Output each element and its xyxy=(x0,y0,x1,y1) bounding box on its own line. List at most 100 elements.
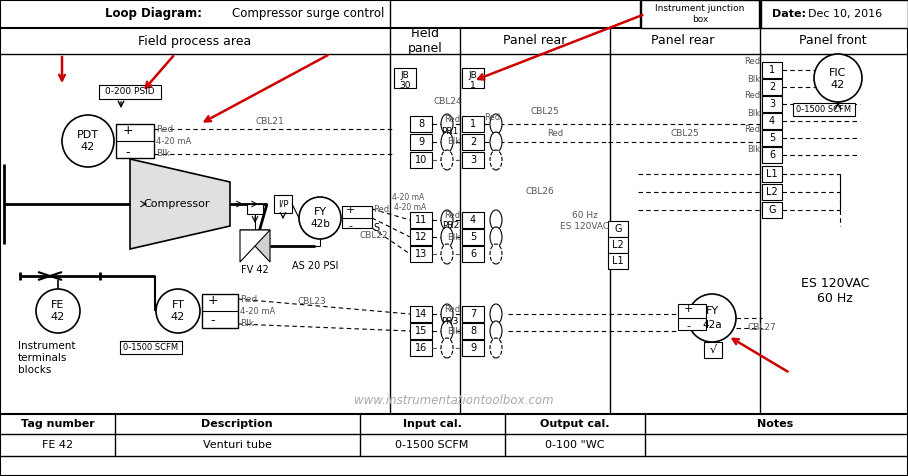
Bar xyxy=(608,237,628,253)
Text: Panel rear: Panel rear xyxy=(503,34,567,48)
Text: 3: 3 xyxy=(470,155,476,165)
Text: CBL23: CBL23 xyxy=(298,297,326,306)
Text: 6: 6 xyxy=(470,249,476,259)
Text: 14: 14 xyxy=(415,309,427,319)
Text: +: + xyxy=(345,205,355,215)
Bar xyxy=(120,341,182,354)
Bar xyxy=(508,106,608,181)
Text: Red: Red xyxy=(744,58,760,67)
Text: FIC: FIC xyxy=(829,68,846,78)
Text: Instrument
terminals
blocks: Instrument terminals blocks xyxy=(18,341,75,375)
Text: Red: Red xyxy=(484,113,500,122)
Bar xyxy=(342,206,372,228)
Ellipse shape xyxy=(441,210,453,230)
Polygon shape xyxy=(240,230,270,262)
Text: PR3: PR3 xyxy=(441,317,459,326)
Text: -: - xyxy=(348,221,352,231)
Text: L1: L1 xyxy=(766,169,778,179)
Text: -: - xyxy=(125,147,130,159)
Bar xyxy=(462,68,484,88)
Ellipse shape xyxy=(441,114,453,134)
Text: 12: 12 xyxy=(415,232,427,242)
Text: Blk: Blk xyxy=(747,145,760,153)
Bar xyxy=(793,103,855,116)
Bar xyxy=(410,134,432,150)
Bar xyxy=(641,0,759,28)
Text: Blk: Blk xyxy=(447,327,460,336)
Text: Panel rear: Panel rear xyxy=(651,34,715,48)
Bar xyxy=(462,229,484,245)
Text: 42: 42 xyxy=(831,80,845,90)
Text: CBL26: CBL26 xyxy=(526,187,555,196)
Text: 3: 3 xyxy=(769,99,775,109)
Circle shape xyxy=(156,289,200,333)
Text: Red: Red xyxy=(444,116,460,125)
Text: FT: FT xyxy=(172,300,184,310)
Text: Blk: Blk xyxy=(747,109,760,118)
Text: 42a: 42a xyxy=(702,320,722,330)
Text: S: S xyxy=(373,223,380,233)
Circle shape xyxy=(814,54,862,102)
Ellipse shape xyxy=(441,132,453,152)
Text: 7: 7 xyxy=(469,309,476,319)
Bar xyxy=(116,124,154,158)
Text: 0-1500 SCFM: 0-1500 SCFM xyxy=(796,106,852,115)
Ellipse shape xyxy=(490,304,502,324)
Bar xyxy=(762,113,782,129)
Text: 42: 42 xyxy=(51,312,65,322)
Text: Input cal.: Input cal. xyxy=(402,419,461,429)
Bar xyxy=(274,195,292,213)
Text: CBL21: CBL21 xyxy=(256,118,284,127)
Text: ES 120VAC
60 Hz: ES 120VAC 60 Hz xyxy=(801,277,869,305)
Text: Red: Red xyxy=(373,205,390,214)
Text: L1: L1 xyxy=(612,256,624,266)
Text: www.instrumentationtoolbox.com: www.instrumentationtoolbox.com xyxy=(354,395,554,407)
Text: Venturi tube: Venturi tube xyxy=(202,440,271,450)
Text: 42: 42 xyxy=(81,142,95,152)
Bar xyxy=(394,68,416,88)
Text: +: + xyxy=(684,304,693,314)
Bar xyxy=(410,229,432,245)
Bar xyxy=(462,246,484,262)
Text: 9: 9 xyxy=(418,137,424,147)
Text: Field process area: Field process area xyxy=(138,34,252,48)
Bar xyxy=(462,116,484,132)
Text: Blk: Blk xyxy=(447,232,460,241)
Bar xyxy=(762,202,782,218)
Ellipse shape xyxy=(441,338,453,358)
Text: 1: 1 xyxy=(470,81,476,90)
Bar xyxy=(410,212,432,228)
Bar xyxy=(410,323,432,339)
Bar xyxy=(202,294,238,328)
Bar xyxy=(410,340,432,356)
Text: 9: 9 xyxy=(470,343,476,353)
Text: +: + xyxy=(123,125,133,138)
Text: Blk: Blk xyxy=(156,149,170,159)
Ellipse shape xyxy=(490,244,502,264)
Bar xyxy=(762,62,782,78)
Text: 4-20 mA: 4-20 mA xyxy=(392,194,424,202)
Bar xyxy=(608,221,628,237)
Text: CBL22: CBL22 xyxy=(360,231,389,240)
Ellipse shape xyxy=(441,150,453,170)
Text: Date:: Date: xyxy=(772,9,806,19)
Text: PDT: PDT xyxy=(77,130,99,140)
Circle shape xyxy=(36,289,80,333)
Bar xyxy=(762,79,782,95)
Text: G: G xyxy=(614,224,622,234)
Bar xyxy=(410,152,432,168)
Bar xyxy=(704,342,722,358)
Bar xyxy=(462,323,484,339)
Ellipse shape xyxy=(441,304,453,324)
Text: 0-200 PSID: 0-200 PSID xyxy=(105,88,154,97)
Text: AS 20 PSI: AS 20 PSI xyxy=(291,261,338,271)
Bar xyxy=(762,166,782,182)
Text: 5: 5 xyxy=(469,232,476,242)
Text: Instrument junction
box: Instrument junction box xyxy=(656,4,745,24)
Text: PR1: PR1 xyxy=(441,128,459,137)
Text: Blk: Blk xyxy=(447,138,460,147)
Bar xyxy=(410,306,432,322)
Text: 4-20 mA: 4-20 mA xyxy=(240,307,275,316)
Text: Dec 10, 2016: Dec 10, 2016 xyxy=(808,9,882,19)
Text: 15: 15 xyxy=(415,326,427,336)
